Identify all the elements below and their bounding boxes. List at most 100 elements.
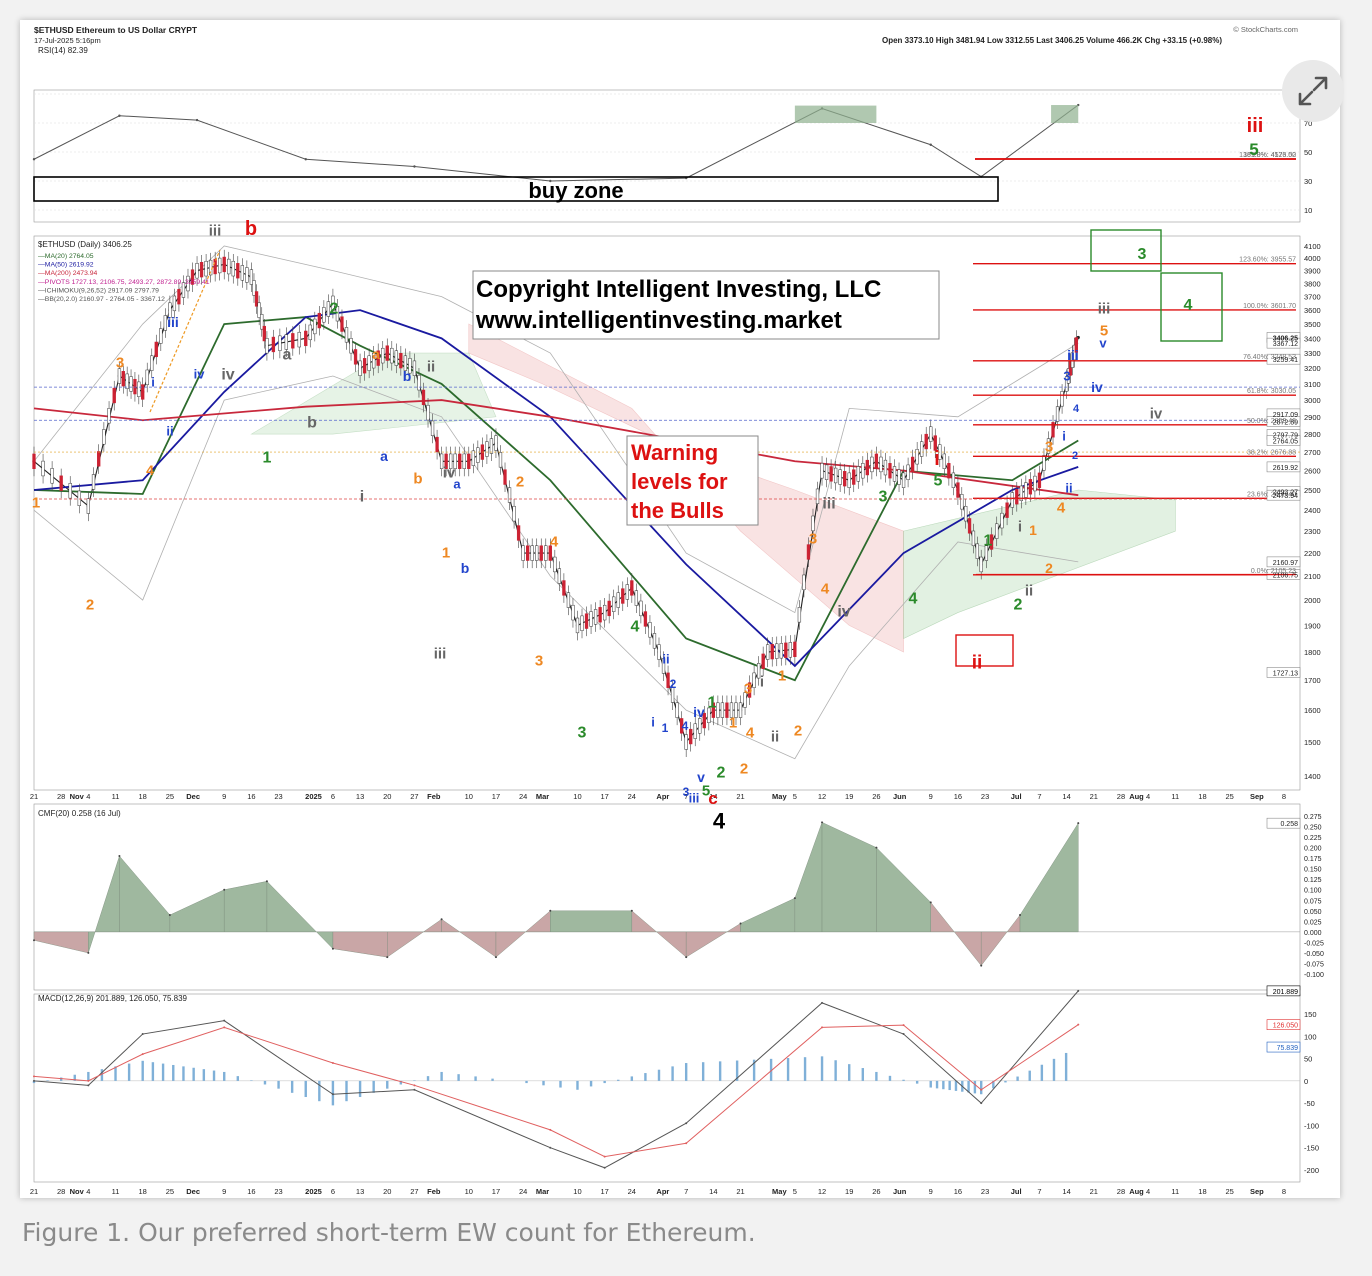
macd-histogram-bar — [236, 1076, 240, 1081]
date-tick: 14 — [1062, 792, 1070, 801]
macd-point — [549, 1128, 552, 1131]
cmf-point — [440, 918, 443, 921]
date-tick: 4 — [86, 1187, 90, 1196]
price-tag-box — [1266, 416, 1301, 427]
date-tick: 24 — [628, 792, 636, 801]
macd-histogram-bar — [861, 1068, 865, 1081]
candle-body — [598, 607, 602, 623]
candle-body — [580, 615, 584, 631]
candle-body — [553, 556, 557, 573]
cmf-tick: 0.100 — [1304, 888, 1322, 895]
macd-tick: 0 — [1304, 1077, 1308, 1086]
date-tick: Aug — [1129, 792, 1144, 801]
wave-label: 2 — [516, 473, 524, 490]
wave-label: iv — [443, 464, 456, 481]
candle-body — [915, 449, 919, 465]
cmf-tick: 0.125 — [1304, 877, 1322, 884]
candle-body — [181, 282, 186, 298]
expand-button[interactable] — [1282, 60, 1344, 122]
price-tag: 2106.75 — [1273, 572, 1298, 579]
candle-body — [399, 353, 403, 369]
candle-body — [331, 295, 335, 312]
macd-histogram-bar — [657, 1069, 661, 1081]
cmf-tick: 0.000 — [1304, 930, 1322, 937]
wave-label: ii — [771, 728, 779, 745]
wave-label: a — [372, 346, 380, 362]
cmf-point — [549, 909, 552, 912]
stockcharts-source: © StockCharts.com — [1233, 25, 1298, 34]
candle-body — [385, 345, 389, 361]
macd-tick: 150 — [1304, 1010, 1317, 1019]
cmf-area — [387, 918, 442, 958]
wave-label: iii — [209, 222, 222, 239]
price-tag-box — [1266, 337, 1301, 349]
wave-label: 4 — [821, 580, 830, 597]
wave-label: i — [360, 489, 364, 506]
macd-histogram-bar — [542, 1080, 545, 1086]
wave-label: iii — [1098, 300, 1111, 317]
copyright-box — [472, 270, 940, 340]
macd-point — [549, 1146, 552, 1149]
wave-label: i — [651, 715, 655, 730]
candle-body — [97, 451, 101, 467]
date-tick: 2025 — [305, 792, 322, 801]
macd-histogram-bar — [1004, 1080, 1007, 1083]
candle-body — [240, 265, 244, 281]
candle-body — [901, 472, 906, 488]
candle-body — [1042, 455, 1046, 471]
wave-label: iii — [1247, 115, 1264, 137]
candle-body — [68, 483, 72, 499]
date-tick: 23 — [274, 1187, 282, 1196]
candle-body — [852, 469, 856, 485]
candle-body — [439, 453, 444, 469]
wave-label: 5 — [1100, 322, 1108, 339]
wave-label: 1 — [1029, 522, 1037, 538]
wave-label: iii — [434, 645, 447, 662]
candle-body — [924, 433, 928, 450]
macd-histogram-bar — [202, 1069, 206, 1081]
macd-point — [685, 1122, 688, 1125]
chart-card: $ETHUSD Ethereum to US Dollar CRYPT 17-Ju… — [20, 20, 1344, 1198]
price-tag: 3406.25 — [1273, 335, 1298, 342]
candle-body — [675, 702, 679, 718]
macd-histogram-bar — [630, 1076, 634, 1081]
candle-body — [252, 280, 256, 296]
date-tick: 21 — [30, 1187, 38, 1196]
rsi-point — [118, 114, 121, 117]
macd-histogram-bar — [290, 1080, 294, 1093]
candle-body — [975, 543, 979, 559]
candle-body — [548, 545, 552, 561]
date-tick: 26 — [872, 792, 880, 801]
ichimoku-cloud-bull — [903, 489, 1176, 640]
candle-body — [32, 453, 36, 469]
candle-body — [1046, 438, 1051, 454]
macd-point — [685, 1142, 688, 1145]
candle-body — [284, 334, 288, 350]
candle-body — [177, 289, 181, 305]
cmf-point — [265, 880, 268, 883]
candle-body — [544, 545, 548, 561]
date-tick: Sep — [1250, 792, 1264, 801]
macd-histogram-bar — [834, 1060, 837, 1081]
macd-histogram-bar — [114, 1066, 117, 1081]
wave-label: c — [708, 789, 717, 808]
macd-histogram-bar — [223, 1071, 226, 1081]
wave-label: 2 — [670, 677, 677, 691]
macd-histogram-bar — [589, 1080, 593, 1087]
candle-body — [593, 609, 598, 625]
fib-label: 50.0%: 2853.46 — [1247, 418, 1296, 425]
macd-point — [603, 1166, 606, 1169]
wave-label: 4 — [1057, 499, 1066, 516]
bollinger-band — [33, 375, 1079, 760]
macd-histogram-bar — [151, 1062, 155, 1081]
price-tag: 3367.12 — [1273, 341, 1298, 348]
price-tag: 2493.27 — [1273, 489, 1298, 496]
cmf-panel — [33, 803, 1301, 991]
cmf-point — [739, 922, 742, 925]
candle-body — [278, 335, 282, 351]
wave-label: 1 — [729, 714, 737, 731]
fib-label: 61.8%: 3030.05 — [1247, 388, 1296, 395]
cmf-point — [793, 897, 796, 900]
candle-body — [956, 482, 960, 498]
candle-body — [874, 453, 879, 469]
